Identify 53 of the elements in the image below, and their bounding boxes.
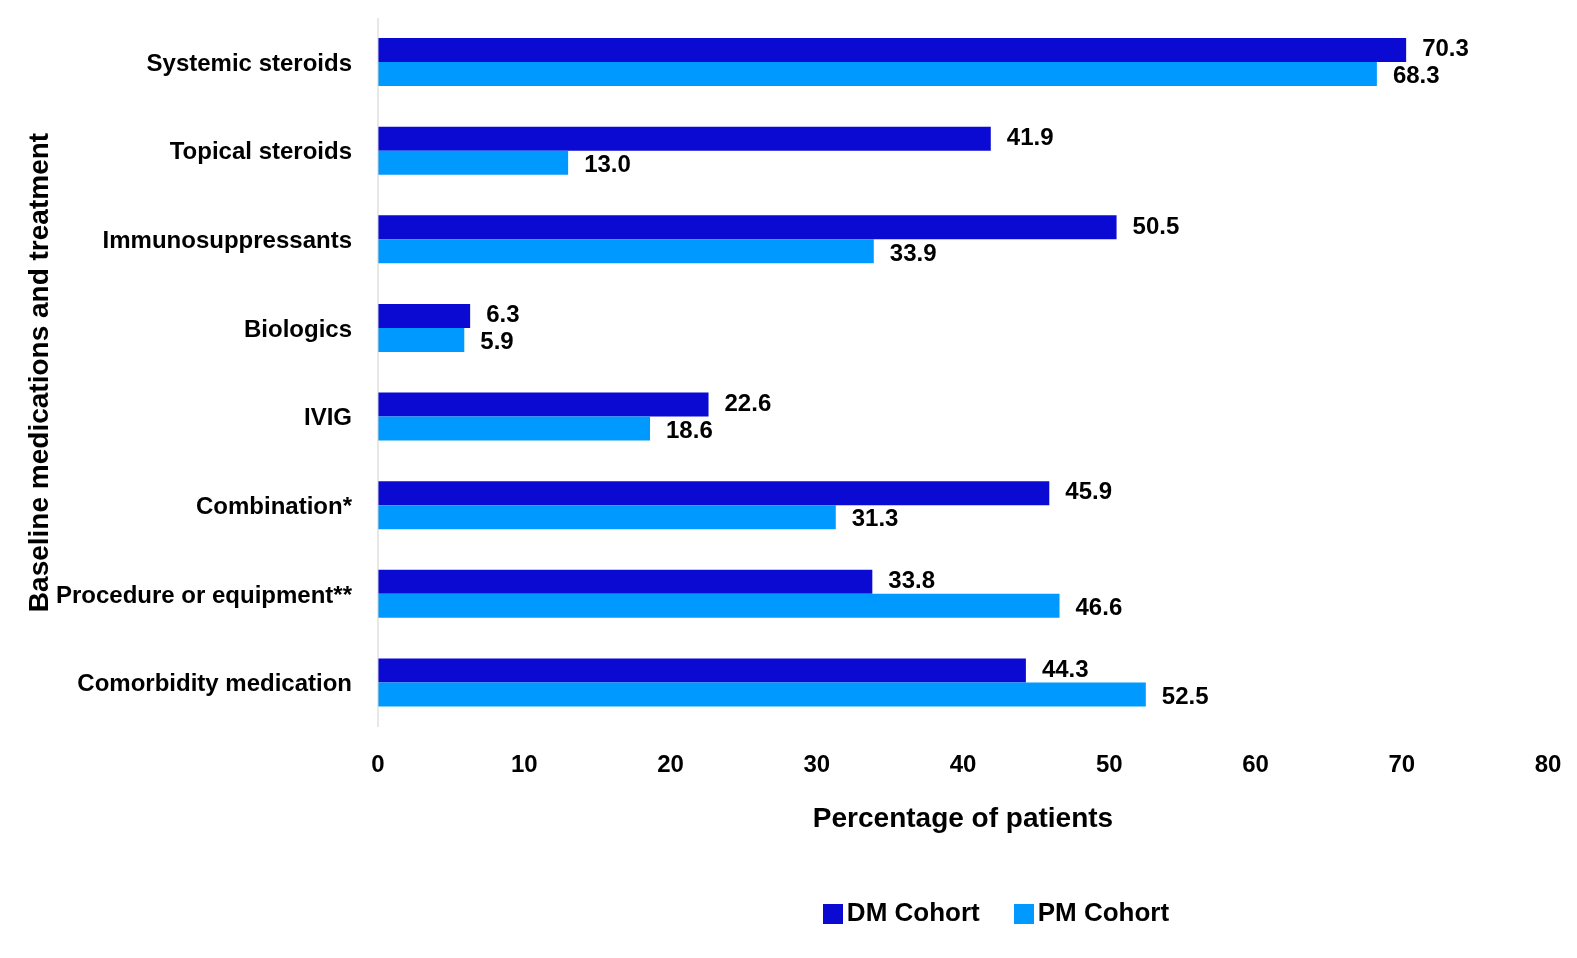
y-tick-label: Biologics [243, 314, 352, 342]
bar [378, 593, 1060, 618]
x-tick-label: 80 [1534, 750, 1562, 778]
data-label: 41.9 [1006, 122, 1054, 150]
y-axis-title: Baseline medications and treatment [22, 132, 54, 613]
bar [378, 239, 874, 264]
data-label: 68.3 [1392, 61, 1440, 89]
data-label: 50.5 [1132, 211, 1180, 239]
bar [378, 150, 569, 175]
bar [378, 38, 1407, 62]
y-tick-label: Systemic steroids [146, 48, 352, 76]
data-label: 70.3 [1422, 34, 1469, 62]
x-tick-label: 50 [1095, 750, 1123, 778]
bar [378, 215, 1117, 240]
x-tick-label: 60 [1242, 750, 1269, 778]
data-label: 22.6 [724, 388, 772, 416]
bar [378, 416, 651, 441]
x-tick-label: 30 [803, 750, 831, 778]
y-tick-label: Immunosuppressants [102, 226, 352, 254]
bar [378, 682, 1146, 707]
y-tick-label: Procedure or equipment** [55, 580, 353, 608]
data-label: 33.9 [889, 238, 937, 266]
y-tick-label: Topical steroids [169, 137, 352, 165]
bar [378, 658, 1026, 683]
bar [378, 327, 465, 352]
data-label: 18.6 [666, 415, 713, 443]
data-label: 33.8 [888, 566, 936, 594]
bar [378, 392, 709, 417]
data-label: 31.3 [851, 504, 899, 532]
bar [378, 126, 991, 151]
x-tick-label: 40 [949, 750, 977, 778]
x-tick-label: 20 [657, 750, 684, 778]
bar [378, 505, 836, 530]
data-label: 5.9 [480, 327, 514, 355]
data-label: 6.3 [486, 300, 520, 328]
bar [378, 569, 873, 594]
data-label: 44.3 [1041, 654, 1089, 682]
x-tick-label: 10 [510, 750, 538, 778]
legend-label: DM Cohort [846, 897, 980, 927]
data-label: 52.5 [1161, 681, 1209, 709]
y-tick-label: Comorbidity medication [77, 669, 352, 697]
y-tick-label: Combination* [196, 491, 353, 519]
x-tick-label: 70 [1388, 750, 1416, 778]
bar [378, 303, 471, 328]
data-label: 13.0 [584, 149, 631, 177]
data-label: 45.9 [1065, 477, 1113, 505]
y-tick-label: IVIG [303, 403, 352, 431]
x-axis-title: Percentage of patients [812, 801, 1114, 833]
legend-label: PM Cohort [1037, 897, 1170, 927]
bar [378, 62, 1377, 86]
bar [378, 481, 1050, 506]
x-tick-label: 0 [371, 750, 385, 778]
data-label: 46.6 [1075, 593, 1123, 621]
